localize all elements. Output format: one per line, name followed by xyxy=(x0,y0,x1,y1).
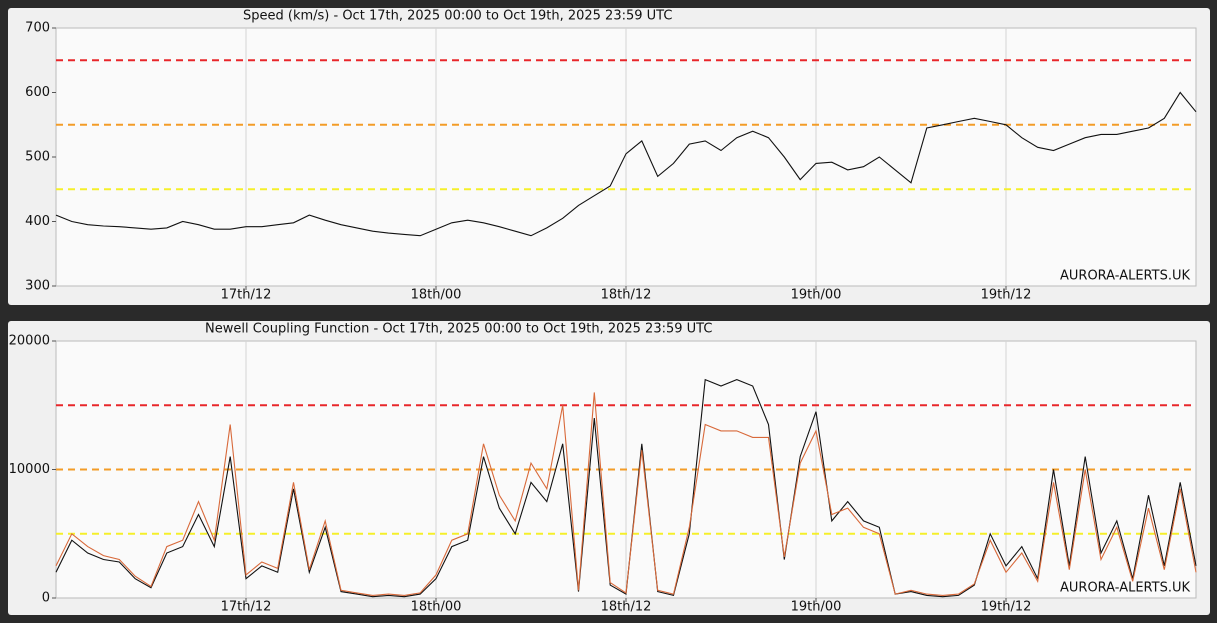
x-tick-label: 18th/12 xyxy=(601,600,652,615)
x-tick-label: 18th/00 xyxy=(411,600,462,615)
x-tick-label: 18th/12 xyxy=(601,288,652,303)
x-tick-label: 19th/12 xyxy=(981,600,1032,615)
watermark: AURORA-ALERTS.UK xyxy=(1060,581,1190,596)
x-tick-label: 19th/12 xyxy=(981,288,1032,303)
x-tick-label: 19th/00 xyxy=(791,600,842,615)
y-tick-label: 0 xyxy=(42,591,50,606)
y-tick-label: 600 xyxy=(25,85,50,100)
x-tick-label: 17th/12 xyxy=(221,600,272,615)
data-line xyxy=(55,91,1197,237)
x-tick-label: 18th/00 xyxy=(411,288,462,303)
data-line xyxy=(55,392,1197,596)
y-tick-label: 300 xyxy=(25,279,50,294)
y-tick-label: 10000 xyxy=(9,462,50,477)
data-line xyxy=(55,378,1197,598)
chart-title: Speed (km/s) - Oct 17th, 2025 00:00 to O… xyxy=(243,9,672,24)
x-tick-label: 17th/12 xyxy=(221,288,272,303)
watermark: AURORA-ALERTS.UK xyxy=(1060,269,1190,284)
y-tick-label: 20000 xyxy=(9,334,50,349)
y-tick-label: 700 xyxy=(25,21,50,36)
x-tick-label: 19th/00 xyxy=(791,288,842,303)
y-tick-label: 500 xyxy=(25,150,50,165)
chart-title: Newell Coupling Function - Oct 17th, 202… xyxy=(205,322,712,337)
y-tick-label: 400 xyxy=(25,214,50,229)
